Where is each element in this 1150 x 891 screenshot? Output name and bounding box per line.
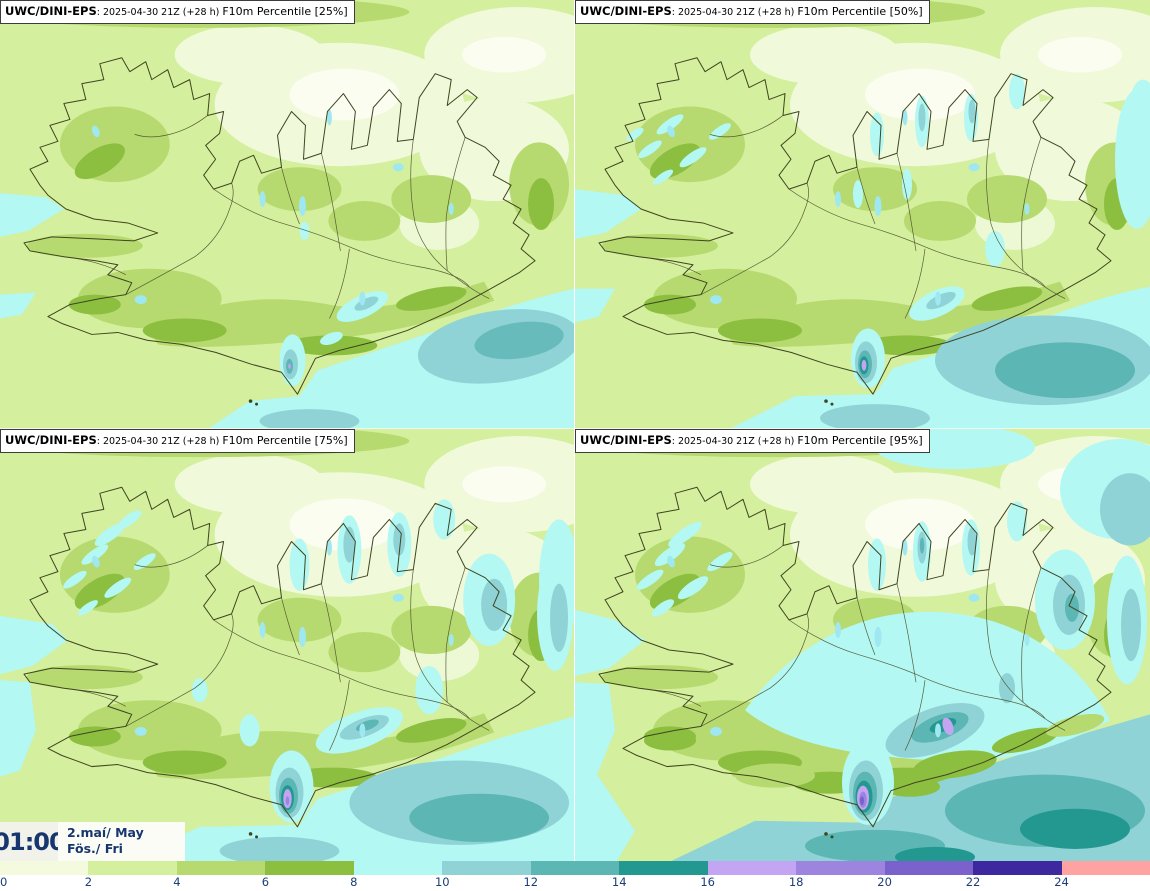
colorbar-segment-7 [619, 861, 708, 875]
colorbar-tick-10: 10 [434, 875, 450, 889]
run-info: : 2025-04-30 21Z (+28 h) [96, 7, 223, 18]
colorbar-segment-2 [176, 861, 266, 875]
ocean-wind-region [0, 193, 574, 428]
run-info: : 2025-04-30 21Z (+28 h) [671, 436, 798, 447]
colorbar-tick-4: 4 [173, 875, 181, 889]
colorbar-tick-0: 0 [0, 875, 8, 889]
map-panel-50: UWC/DINI-EPS: 2025-04-30 21Z (+28 h) F10… [575, 0, 1150, 428]
colorbar-segment-10 [884, 861, 974, 875]
colorbar-tick-labels: 0 2 4 6 8 10 12 14 16 18 20 22 24 [0, 875, 1150, 891]
run-info: : 2025-04-30 21Z (+28 h) [671, 7, 798, 18]
percentile-map-grid: UWC/DINI-EPS: 2025-04-30 21Z (+28 h) F10… [0, 0, 1150, 861]
colorbar-segment-6 [530, 861, 620, 875]
colorbar-segment-4 [353, 861, 443, 875]
colorbar-segment-9 [796, 861, 885, 875]
map-95-svg [575, 429, 1150, 861]
colorbar-tick-24: 24 [1054, 875, 1069, 889]
valid-date-line2: Fös./ Fri [67, 841, 123, 856]
model-name: UWC/DINI-EPS [5, 433, 97, 447]
colorbar-tick-18: 18 [788, 875, 804, 889]
colorbar-segment-8 [707, 861, 797, 875]
colorbar-segment-3 [265, 861, 354, 875]
colorbar-tick-12: 12 [523, 875, 539, 889]
field-label: F10m Percentile [50%] [797, 5, 923, 18]
map-25-svg [0, 0, 574, 428]
map-panel-75: UWC/DINI-EPS: 2025-04-30 21Z (+28 h) F10… [0, 428, 575, 861]
interior-wind-areas [636, 501, 1147, 762]
colorbar-segment-5 [442, 861, 531, 875]
field-label: F10m Percentile [75%] [222, 434, 348, 447]
colorbar-tick-8: 8 [350, 875, 358, 889]
map-panel-95: UWC/DINI-EPS: 2025-04-30 21Z (+28 h) F10… [575, 428, 1150, 861]
colorbar-tick-16: 16 [700, 875, 716, 889]
map-panel-25: UWC/DINI-EPS: 2025-04-30 21Z (+28 h) F10… [0, 0, 575, 428]
colorbar-tick-20: 20 [877, 875, 892, 889]
valid-time-overlay: 01:00 2.maí/ May Fös./ Fri [0, 822, 185, 861]
valid-time: 01:00 [0, 822, 66, 861]
colorbar-segment-1 [88, 861, 177, 875]
colorbar-segments [0, 861, 1150, 875]
colorbar-segment-12 [1061, 861, 1150, 875]
field-label: F10m Percentile [95%] [797, 434, 923, 447]
model-name: UWC/DINI-EPS [580, 4, 672, 18]
colorbar-tick-14: 14 [611, 875, 627, 889]
ocean-wind-region [575, 79, 1150, 428]
model-name: UWC/DINI-EPS [580, 433, 672, 447]
run-info: : 2025-04-30 21Z (+28 h) [96, 436, 223, 447]
model-name: UWC/DINI-EPS [5, 4, 97, 18]
colorbar-tick-6: 6 [261, 875, 270, 889]
colorbar-tick-2: 2 [84, 875, 93, 889]
field-label: F10m Percentile [25%] [222, 5, 348, 18]
wind-spots-land [63, 499, 574, 823]
panel-title-25: UWC/DINI-EPS: 2025-04-30 21Z (+28 h) F10… [0, 0, 355, 24]
map-50-svg [575, 0, 1150, 428]
valid-date-line1: 2.maí/ May [67, 825, 144, 840]
panel-title-95: UWC/DINI-EPS: 2025-04-30 21Z (+28 h) F10… [575, 429, 930, 453]
map-75-svg [0, 429, 574, 861]
wind-spots-land [279, 221, 389, 387]
colorbar-tick-22: 22 [965, 875, 981, 889]
valid-date: 2.maí/ May Fös./ Fri [58, 822, 185, 861]
panel-title-75: UWC/DINI-EPS: 2025-04-30 21Z (+28 h) F10… [0, 429, 355, 453]
panel-title-50: UWC/DINI-EPS: 2025-04-30 21Z (+28 h) F10… [575, 0, 930, 24]
colorbar-segment-11 [973, 861, 1062, 875]
colorbar-segment-0 [0, 861, 89, 875]
